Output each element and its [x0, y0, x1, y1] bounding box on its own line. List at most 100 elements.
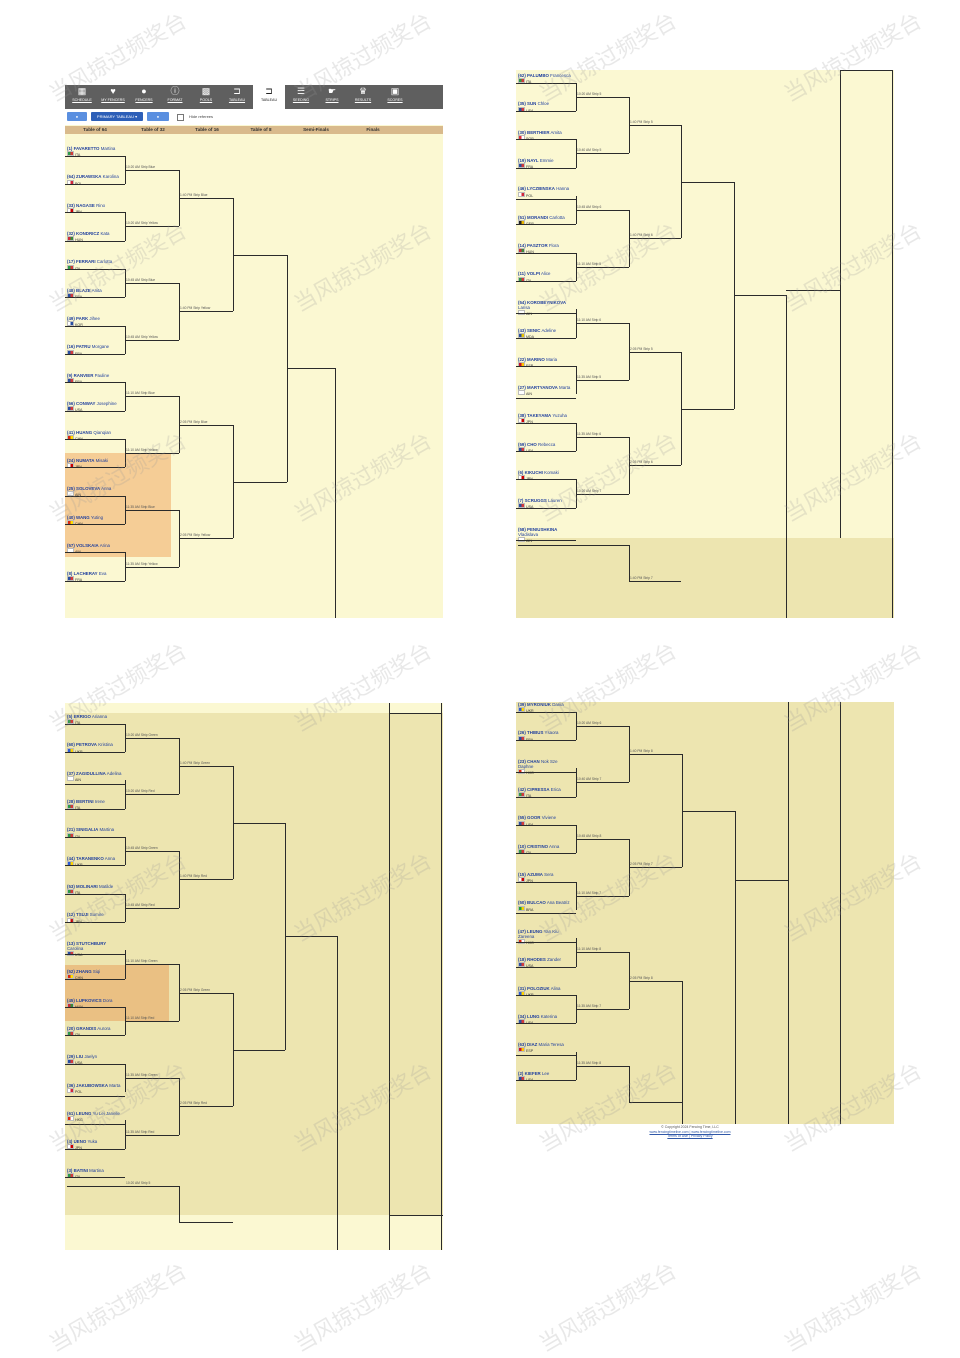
bracket-line [629, 465, 681, 467]
fencer-entry[interactable]: (51) MORANDI Carlotta GER [518, 215, 574, 227]
fencer-entry[interactable]: (14) PASZTOR Flora HUN [518, 243, 574, 255]
fencer-entry[interactable]: (28) BERTINI Irene ITA [67, 799, 123, 811]
fencer-entry[interactable]: (49) PARK Jihee KOR [67, 316, 123, 328]
toolbar-button-schedule[interactable]: ▦ SCHEDULE [66, 85, 98, 109]
toolbar-button-pools[interactable]: ▩ POOLS [190, 85, 222, 109]
fencer-entry[interactable]: (62) PALUMBO Francesca ITA [518, 73, 574, 85]
fencer-entry[interactable]: (63) DIAZ Maria Teresa ESP [518, 1042, 574, 1054]
match-time-label: 10:40 AM Strip 7 [577, 777, 602, 782]
fencer-entry[interactable]: (50) BULCAO Ana Beatriz BRA [518, 900, 574, 912]
watermark-text: 当风掠过频奖台 [289, 1257, 436, 1357]
search-button[interactable]: ● [147, 112, 169, 121]
fencer-entry[interactable]: (5) ERRIGO Arianna ITA [67, 714, 123, 726]
fencer-entry[interactable]: (12) TSUJI Sumire JPN [67, 912, 123, 924]
fencer-entry[interactable]: (40) WANG Yuting CHN [67, 515, 123, 527]
fencer-entry[interactable]: (39) MYRONIUK Dariia UKR [518, 702, 574, 714]
fencer-entry[interactable]: (10) CRISTINO Anna ITA [518, 844, 574, 856]
fencer-entry[interactable]: (21) SINIGALIA Martina ITA [67, 827, 123, 839]
fencer-entry[interactable]: (41) HUANG Qianqian CHN [67, 430, 123, 442]
fencer-entry[interactable]: (45) LUPKOVICS Dora HUN [67, 998, 123, 1010]
fencer-entry[interactable]: (27) MARTYANOVA Marta AIN [518, 385, 574, 397]
fencer-entry[interactable]: (9) RANVIER Pauline FRA [67, 373, 123, 385]
fencer-entry[interactable]: (29) LIU JaelynUSA [67, 1054, 123, 1066]
bracket-line [786, 295, 787, 618]
fencer-entry[interactable]: (22) MARINO Maria ESP [518, 357, 574, 369]
fencer-first-name: Kristina [98, 742, 113, 748]
fencer-entry[interactable]: (20) GRANDIS Aurora ITA [67, 1026, 123, 1038]
fencer-entry[interactable]: (32) KONDRICZ Kata HUN [67, 231, 123, 243]
toolbar-button-scores[interactable]: ▣ SCORES [379, 85, 411, 109]
fencer-entry[interactable]: (34) LUNG Katerina USA [518, 1014, 574, 1026]
fencer-seed: (22) [518, 356, 526, 362]
fencer-entry[interactable]: (30) BERTHIER Amita SGP [518, 130, 574, 142]
fencer-entry[interactable]: (36) JAKUBOWSKA Marta POL [67, 1083, 123, 1095]
copyright-text: © Copyright 2024 Fencing Time, LLC [661, 1125, 719, 1129]
toolbar-button-format[interactable]: ⓘ FORMAT [159, 85, 191, 109]
fencer-entry[interactable]: (19) NAYL Emmie FRA [518, 158, 574, 170]
fencer-entry[interactable]: (35) SUN Chloe USA [518, 101, 574, 113]
fencer-first-name: Chloe [537, 101, 550, 107]
fencer-entry[interactable]: (38) TAKEYAMA Yuzuha JPN [518, 413, 574, 425]
fencer-entry[interactable]: (42) CIPRESSA Erica ITA [518, 787, 574, 799]
bracket-line [576, 153, 629, 155]
toolbar-button-seeding[interactable]: ☰ SEEDING [285, 85, 317, 109]
fencer-entry[interactable]: (56) CONWAY Josephine USA [67, 401, 123, 413]
fencer-entry[interactable]: (17) FERRARI Carlotta ITA [67, 259, 123, 271]
fencer-seed: (6) [518, 469, 524, 475]
fencer-entry[interactable]: (25) SOLOVEVA Anna AIN [67, 486, 123, 498]
fencer-name-line: (44) TARANENKO Anna [67, 856, 123, 861]
toolbar-button-my-fencers[interactable]: ♥ MY FENCERS [97, 85, 129, 109]
toolbar-button-strips[interactable]: ☛ STRIPS [316, 85, 348, 109]
fencer-entry[interactable]: (55) GOOR Viviene USA [518, 815, 574, 827]
fencer-last-name: DIAZ [527, 1042, 538, 1048]
fencer-seed: (60) [67, 742, 75, 748]
fencer-entry[interactable]: (16) PATRU Morgane FRA [67, 344, 123, 356]
fencer-entry[interactable]: (59) CHO Rebecca USA [518, 442, 574, 454]
fencer-entry[interactable]: (57) VOLSKAIA Arina AIN [67, 543, 123, 555]
bracket-line [65, 783, 125, 785]
refresh-button[interactable]: ● [67, 112, 87, 121]
fencer-entry[interactable]: (64) ZURAWSKA Karolina POL [67, 174, 123, 186]
fencer-entry[interactable]: (60) PETROVA Kristina UKR [67, 742, 123, 754]
fencer-entry[interactable]: (33) NAGASE Rino JPN [67, 203, 123, 215]
toolbar-button-results[interactable]: ♛ RESULTS [347, 85, 379, 109]
fencer-entry[interactable]: (13) STUTCHBURY Carolina USA [67, 941, 123, 959]
toolbar-button-tableau[interactable]: ⊐ TABLEAU [221, 85, 253, 109]
fencer-entry[interactable]: (3) BATINI Martina ITA [67, 1168, 123, 1180]
fencer-entry[interactable]: (11) VOLPI Alice ITA [518, 271, 574, 283]
fencer-entry[interactable]: (43) SENIC Adeline MDA [518, 328, 574, 340]
fencer-entry[interactable]: (46) LYCZBINSKA Hanna POL [518, 186, 574, 198]
primary-tableau-dropdown[interactable]: PRIMARY TABLEAU ▾ [91, 112, 143, 121]
hide-referees-checkbox[interactable] [177, 114, 184, 121]
toolbar-button-fencers[interactable]: ● FENCERS [128, 85, 160, 109]
fencer-entry[interactable]: (23) CHAN Nok Sze Daphne HKG [518, 759, 574, 777]
fencer-entry[interactable]: (2) KIEFER Lee USA [518, 1071, 574, 1083]
fencer-entry[interactable]: (6) KIKUCHI Komaki JPN [518, 470, 574, 482]
fencer-entry[interactable]: (31) POLOZIUK Alina UKR [518, 986, 574, 998]
fencer-entry[interactable]: (18) RHODES Zander USA [518, 957, 574, 969]
fencer-entry[interactable]: (8) LACHERAY Eva FRA [67, 571, 123, 583]
fencer-entry[interactable]: (26) THIBUS Ysaora FRA [518, 730, 574, 742]
fencer-entry[interactable]: (24) NUMATA Misaki JPN [67, 458, 123, 470]
fencer-entry[interactable]: (61) LEUNG Yu Lei Janelle HKG [67, 1111, 123, 1123]
toolbar-button-tableau[interactable]: ⊐ TABLEAU [253, 85, 285, 109]
fencer-entry[interactable]: (4) UENO Yuka JPN [67, 1139, 123, 1151]
terms-links[interactable]: Terms of Use | Privacy Policy [667, 1134, 713, 1139]
fencer-entry[interactable]: (54) KOROBEYNIKOVA Larisa AIN [518, 300, 574, 318]
fencer-entry[interactable]: (53) MOLINARI Matilde ITA [67, 884, 123, 896]
fencer-last-name: KOROBEYNIKOVA [527, 299, 566, 305]
match-time-label: 10:20 AM Strip 5 [126, 1181, 151, 1186]
fencer-entry[interactable]: (37) ZAGIDULLINA Adelina AIN [67, 771, 123, 783]
fencer-entry[interactable]: (58) PENIUSHKINA Vladislava AIN [518, 527, 574, 545]
fencer-entry[interactable]: (15) AZUMA Sera JPN [518, 872, 574, 884]
fencer-entry[interactable]: (44) TARANENKO Anna UKR [67, 856, 123, 868]
fencer-entry[interactable]: (1) FAVARETTO Martina ITA [67, 146, 123, 158]
fencer-entry[interactable]: (48) BLAZE Anita FRA [67, 288, 123, 300]
fencer-country-line: USA [67, 951, 123, 958]
fencer-entry[interactable]: (47) LEUNG Yan Kiu Zareena HKG [518, 929, 574, 947]
fencer-entry[interactable]: (7) SCRUGGS Lauren USA [518, 498, 574, 510]
fencer-last-name: LUPKOVICS [76, 997, 102, 1003]
fencer-seed: (5) [67, 714, 73, 719]
footer-links[interactable]: www.fencingtimelive.com | www.fencingtim… [649, 1129, 731, 1134]
fencer-entry[interactable]: (52) ZHANG Siqi CHN [67, 969, 123, 981]
